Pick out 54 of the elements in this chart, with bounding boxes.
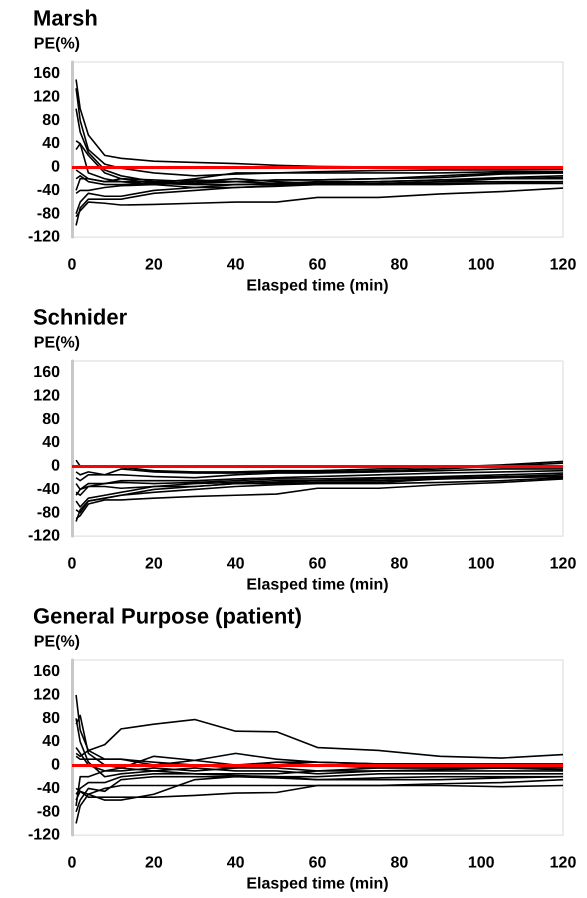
chart-title: General Purpose (patient) xyxy=(33,604,302,628)
chart-title: Marsh xyxy=(33,6,98,30)
y-tick-label: 0 xyxy=(51,158,60,176)
chart-title: Schnider xyxy=(33,304,128,330)
y-axis-title: PE(%) xyxy=(34,334,80,352)
y-tick-label: 80 xyxy=(42,410,60,428)
x-tick-label: 40 xyxy=(226,556,245,573)
y-tick-label: -40 xyxy=(36,182,60,199)
y-tick-label: 120 xyxy=(33,388,60,405)
x-tick-label: 20 xyxy=(144,256,163,274)
y-tick-label: -120 xyxy=(28,826,60,844)
y-tick-label: 80 xyxy=(42,112,60,129)
y-tick-label: -80 xyxy=(36,205,60,222)
y-tick-label: 160 xyxy=(33,65,60,82)
y-tick-label: -40 xyxy=(36,780,60,797)
y-tick-label: 160 xyxy=(33,663,60,680)
x-tick-label: 0 xyxy=(68,854,77,872)
x-tick-label: 20 xyxy=(144,854,163,872)
y-tick-label: 160 xyxy=(33,364,60,382)
x-tick-label: 80 xyxy=(390,556,408,573)
x-axis-title: Elasped time (min) xyxy=(246,876,389,892)
y-tick-label: 120 xyxy=(33,88,60,106)
x-tick-label: 120 xyxy=(550,854,576,872)
y-tick-label: 40 xyxy=(42,733,60,750)
x-tick-label: 120 xyxy=(550,256,576,274)
y-tick-label: 0 xyxy=(51,756,60,774)
y-tick-label: 0 xyxy=(51,458,60,475)
x-tick-label: 0 xyxy=(68,256,77,274)
x-tick-label: 60 xyxy=(308,256,326,274)
x-tick-label: 60 xyxy=(308,854,326,872)
x-tick-label: 120 xyxy=(550,556,576,573)
x-tick-label: 100 xyxy=(468,854,495,872)
y-tick-label: 80 xyxy=(42,710,60,727)
x-tick-label: 100 xyxy=(468,556,495,573)
y-tick-label: 40 xyxy=(42,135,60,152)
y-tick-label: -120 xyxy=(28,228,60,246)
x-axis-title: Elasped time (min) xyxy=(246,278,389,294)
y-tick-label: -120 xyxy=(28,528,60,545)
x-axis-title: Elasped time (min) xyxy=(246,576,389,594)
y-tick-label: -40 xyxy=(36,480,60,498)
x-tick-label: 40 xyxy=(226,854,245,872)
x-tick-label: 60 xyxy=(308,556,326,573)
x-tick-label: 80 xyxy=(390,854,408,872)
y-axis-title: PE(%) xyxy=(34,634,80,650)
x-tick-label: 40 xyxy=(226,256,245,274)
x-tick-label: 100 xyxy=(468,256,495,274)
y-axis-title: PE(%) xyxy=(34,36,80,52)
x-tick-label: 0 xyxy=(68,556,77,573)
y-tick-label: 40 xyxy=(42,434,60,452)
y-tick-label: 120 xyxy=(33,686,60,704)
x-tick-label: 20 xyxy=(144,556,163,573)
x-tick-label: 80 xyxy=(390,256,408,274)
y-tick-label: -80 xyxy=(36,504,60,522)
y-tick-label: -80 xyxy=(36,803,60,820)
